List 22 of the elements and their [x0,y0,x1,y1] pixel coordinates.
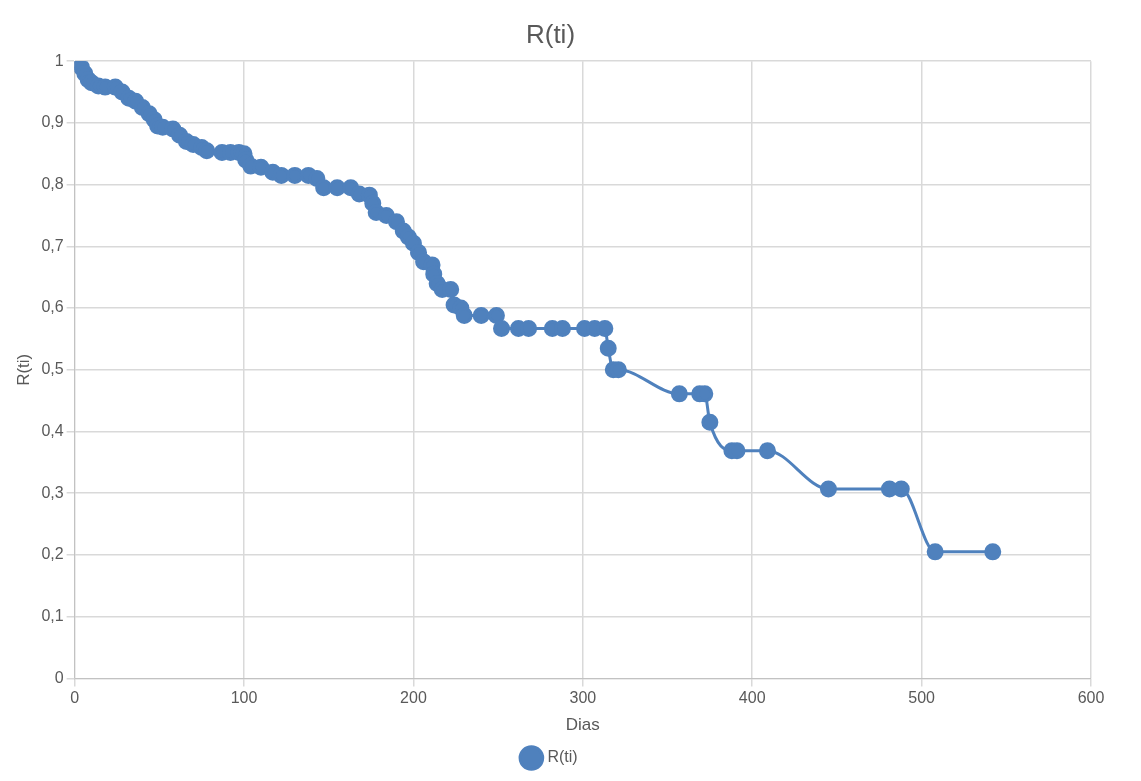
y-tick-label: 0,8 [41,175,64,193]
y-tick-label: 0,9 [41,113,64,131]
y-tick-label: 0,4 [41,421,64,439]
y-tick-label: 0,1 [41,607,64,625]
y-axis-title: R(ti) [13,353,33,386]
x-tick-label: 100 [230,689,258,707]
legend-label: R(ti) [547,748,578,766]
y-tick-label: 0,2 [41,545,64,563]
y-tick-label: 0,6 [41,298,64,316]
y-tick-label: 0,7 [41,236,64,254]
x-tick-label: 300 [569,689,597,707]
y-tick-label: 0,5 [41,360,64,378]
x-tick-label: 200 [400,689,427,707]
x-tick-label: 500 [908,689,936,707]
x-tick-label: 400 [738,689,766,707]
x-tick-label: 600 [1077,689,1105,707]
x-axis-title: Dias [565,715,600,735]
y-tick-label: 0,3 [41,483,64,501]
y-tick-label: 1 [54,51,64,69]
y-tick-label: 0 [54,668,64,686]
x-tick-label: 0 [70,689,80,707]
chart-title: R(ti) [525,18,576,49]
